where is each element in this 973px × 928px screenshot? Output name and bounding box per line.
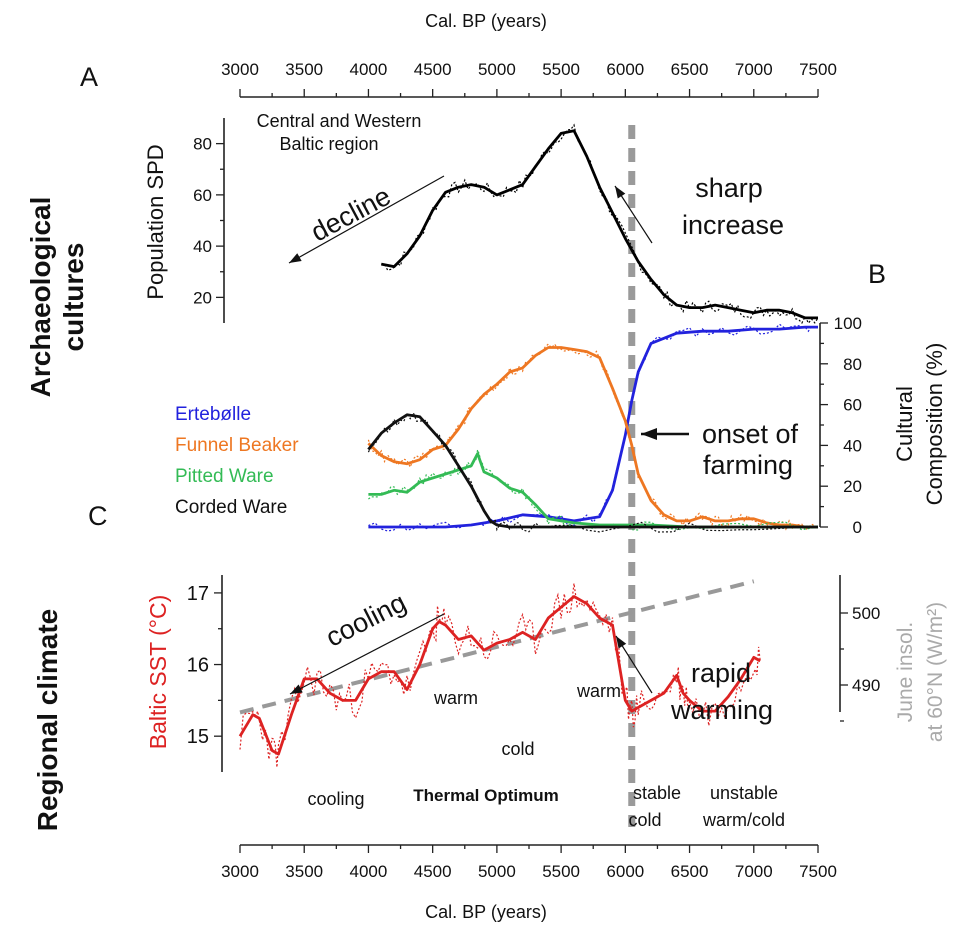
region-label-2: Baltic region (279, 134, 378, 154)
panel-a-series-raw (381, 123, 819, 325)
region-label-1: Central and Western (257, 111, 422, 131)
top-tick-label-6000: 6000 (606, 60, 644, 79)
bottom-tick-label-6000: 6000 (606, 862, 644, 881)
panel-b-y-tick-label-40: 40 (843, 436, 862, 455)
panel-c-y-axis-title: Baltic SST (°C) (145, 595, 171, 749)
panel-a-y-tick-label-40: 40 (193, 237, 212, 256)
panel-b-y-tick-label-80: 80 (843, 355, 862, 374)
panel-b-y-axis-title-2: Composition (%) (922, 343, 947, 506)
bottom-tick-label-7000: 7000 (735, 862, 773, 881)
side-label-archaeological-2: cultures (58, 243, 89, 352)
bottom-tick-label-7500: 7500 (799, 862, 837, 881)
stable-label: stable (633, 783, 681, 803)
top-x-axis: 3000 3500 4000 4500 5000 5500 6000 6500 7000 7500… (221, 11, 837, 98)
thermal-optimum-label: Thermal Optimum (413, 786, 558, 805)
bottom-x-axis: 3000 3500 4000 4500 5000 5500 6000 6500 7000 7500… (221, 844, 837, 922)
panel-a-y-axis-title: Population SPD (143, 144, 168, 299)
panel-a-y-tick-label-80: 80 (193, 135, 212, 154)
decline-arrow-head (289, 253, 302, 263)
sharp-label: sharp (695, 173, 763, 203)
warm-cold-label: warm/cold (702, 810, 785, 830)
panel-c-y-tick-label-16: 16 (187, 655, 209, 677)
bottom-axis-title: Cal. BP (years) (425, 902, 547, 922)
top-tick-label-5500: 5500 (542, 60, 580, 79)
panel-b-y-tick-label-100: 100 (834, 314, 862, 333)
top-tick-label-7500: 7500 (799, 60, 837, 79)
cooling-arrow-head (290, 684, 303, 694)
panel-c-y2-axis-title-1: June insol. (894, 622, 917, 722)
cold-label: cold (501, 739, 534, 759)
warm-label-1: warm (433, 688, 478, 708)
panel-c-insolation-line (239, 579, 755, 715)
panel-b-pitted-ware-line (368, 452, 818, 529)
onset-label-1: onset of (702, 419, 799, 449)
panel-c-y-tick-label-15: 15 (187, 726, 209, 748)
bottom-tick-label-4000: 4000 (350, 862, 388, 881)
legend-funnel-beaker: Funnel Beaker (175, 435, 299, 456)
panel-b-y-tick-label-20: 20 (843, 477, 862, 496)
panel-c-y2-axis-title-2: at 60°N (W/m²) (924, 602, 947, 742)
cooling-arrow-shaft (289, 613, 445, 695)
top-tick-label-7000: 7000 (735, 60, 773, 79)
panel-letter-a: A (80, 62, 98, 92)
increase-label: increase (682, 210, 784, 240)
sharp-increase-arrow-head (615, 186, 626, 199)
panel-c-y-tick-label-17: 17 (187, 583, 209, 605)
panel-c-y2-tick-label-490: 490 (852, 676, 880, 695)
panel-a-y-tick-label-20: 20 (193, 288, 212, 307)
legend-pitted-ware: Pitted Ware (175, 466, 274, 487)
legend-erteb-lle: Ertebølle (175, 404, 251, 425)
bottom-tick-label-5000: 5000 (478, 862, 516, 881)
panel-b-erteb-lle-line (368, 325, 818, 529)
y-axes: 20 40 60 80 Population SPD 0 20 40 60 80 100 Cultur… (143, 118, 947, 772)
top-tick-label-5000: 5000 (478, 60, 516, 79)
cooling-low-label: cooling (307, 789, 364, 809)
legend-corded-ware: Corded Ware (175, 497, 287, 518)
top-tick-label-4000: 4000 (350, 60, 388, 79)
panel-b-corded-ware-line (367, 413, 818, 529)
top-tick-label-3000: 3000 (221, 60, 259, 79)
bottom-tick-label-3000: 3000 (221, 862, 259, 881)
panel-b-y-tick-label-0: 0 (853, 518, 862, 537)
bottom-tick-label-6500: 6500 (671, 862, 709, 881)
top-tick-label-3500: 3500 (285, 60, 323, 79)
bottom-tick-label-4500: 4500 (414, 862, 452, 881)
cooling-arrow-label: cooling (321, 587, 411, 653)
top-axis-title: Cal. BP (years) (425, 11, 547, 31)
side-label-archaeological-1: Archaeological (25, 197, 56, 398)
panel-letter-b: B (868, 259, 886, 289)
decline-label: decline (306, 181, 396, 248)
panel-b-y-tick-label-60: 60 (843, 396, 862, 415)
panel-c-y2-tick-label-500: 500 (852, 604, 880, 623)
unstable-label: unstable (710, 783, 778, 803)
onset-label-2: farming (703, 450, 793, 480)
panel-c-sst-line (238, 595, 761, 756)
rapid-label: rapid (691, 658, 751, 688)
panel-c-sst-raw (239, 583, 761, 768)
bottom-tick-label-3500: 3500 (285, 862, 323, 881)
panel-letter-c: C (88, 501, 108, 531)
onset-arrow-head (641, 428, 657, 440)
top-tick-label-6500: 6500 (671, 60, 709, 79)
bottom-tick-label-5500: 5500 (542, 862, 580, 881)
panel-a-series-line (381, 129, 818, 320)
stable-cold-label: cold (628, 810, 661, 830)
rapid-warming-arrow-head (616, 636, 627, 649)
decline-arrow-shaft (288, 175, 445, 264)
warm-label-2: warm (576, 681, 621, 701)
side-label-climate: Regional climate (32, 609, 63, 832)
top-tick-label-4500: 4500 (414, 60, 452, 79)
series-layer (238, 123, 819, 827)
panel-b-y-axis-title-1: Cultural (892, 386, 917, 462)
warming-label: warming (670, 695, 773, 725)
panel-a-y-tick-label-60: 60 (193, 186, 212, 205)
